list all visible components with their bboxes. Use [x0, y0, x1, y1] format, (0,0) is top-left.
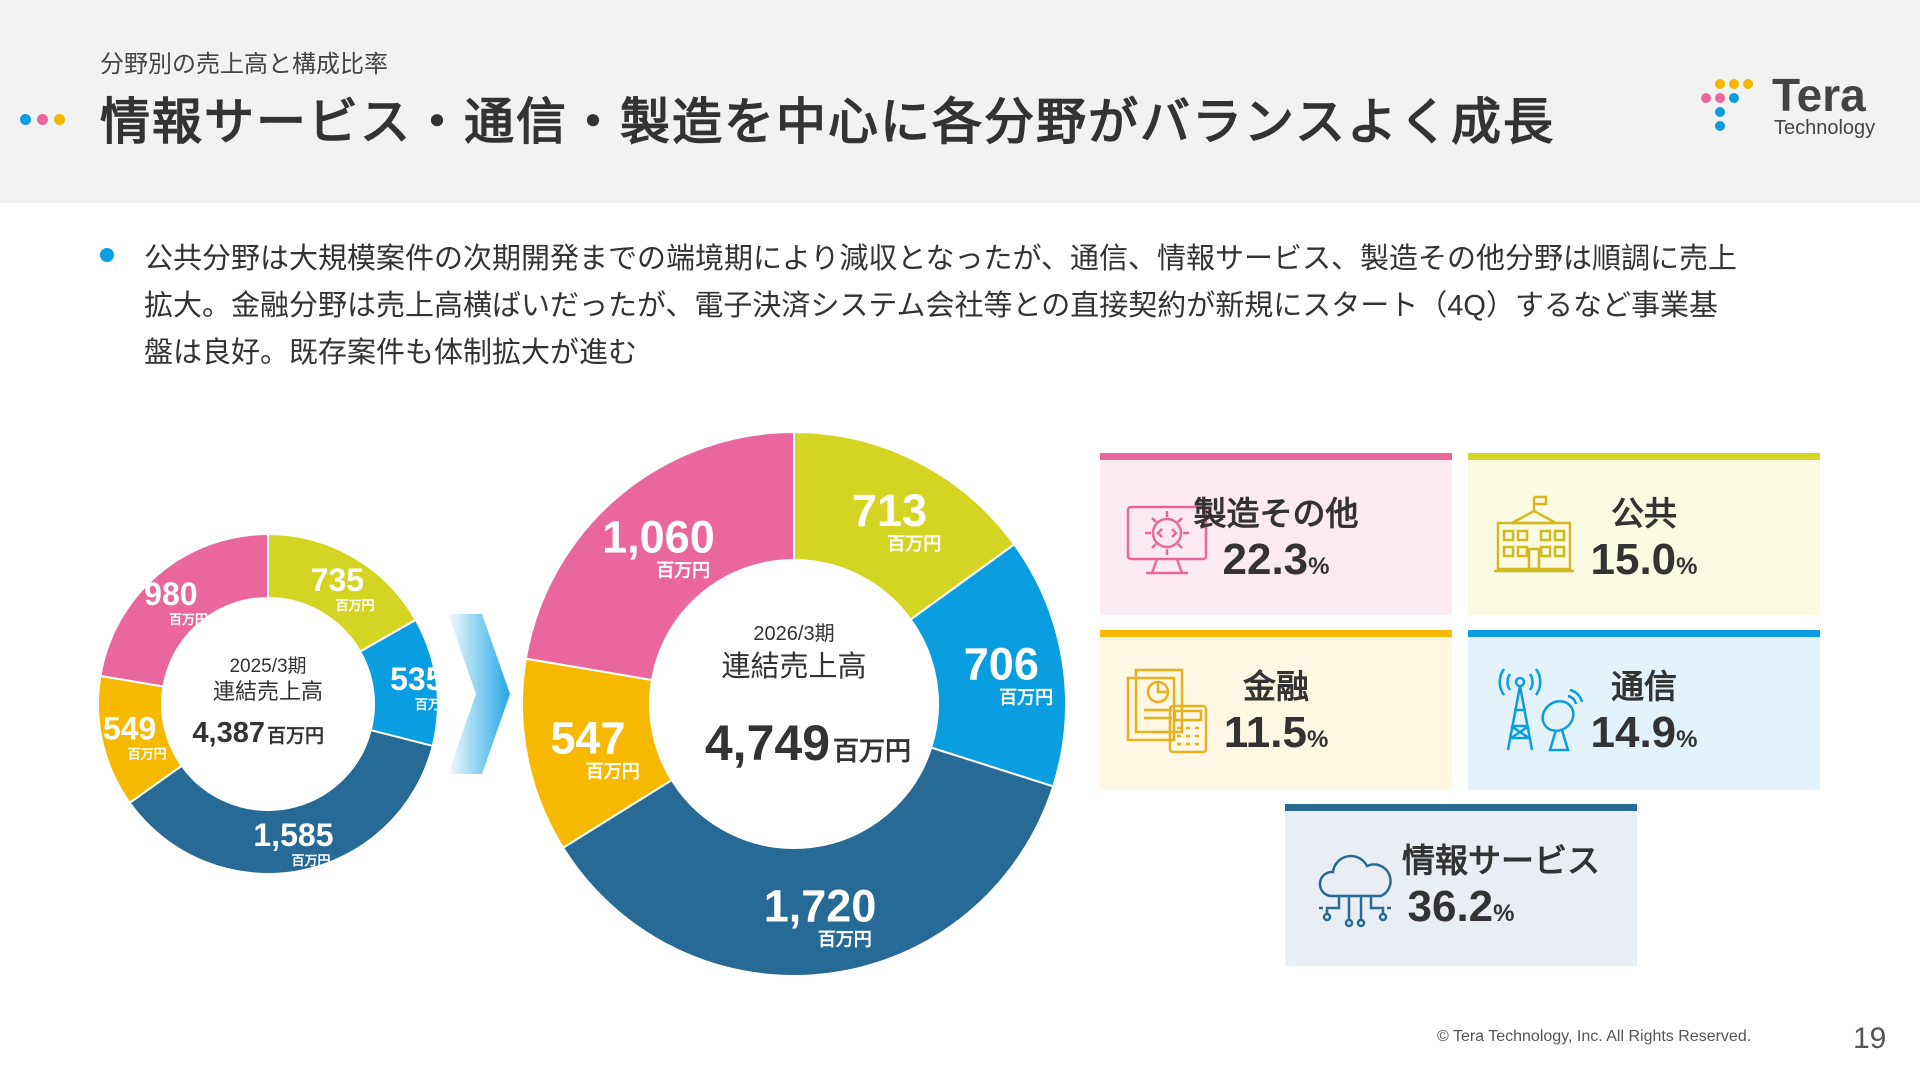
- donut-slice-public: [793, 430, 1016, 621]
- center-total-2026: 4,749: [705, 715, 830, 771]
- card-percent: 15.0%: [1528, 535, 1760, 585]
- card-accent-bar: [1100, 630, 1452, 637]
- dot-yellow: [54, 114, 65, 125]
- summary-text: 公共分野は大規模案件の次期開発までの端境期により減収となったが、通信、情報サービ…: [144, 236, 1904, 377]
- document-calculator-icon: [1126, 668, 1208, 754]
- slice-value-label: 535: [390, 661, 443, 697]
- slice-value-label: 706: [964, 639, 1039, 690]
- card-percent: 14.9%: [1528, 708, 1760, 758]
- card-percent-unit: %: [1676, 553, 1698, 580]
- donut-slice-telecom: [909, 543, 1067, 788]
- dot-blue: [20, 114, 31, 125]
- slice-unit-label: 百万円: [818, 929, 872, 949]
- header-band: 分野別の売上高と構成比率 情報サービス・通信・製造を中心に各分野がバランスよく成…: [0, 0, 1920, 203]
- donut-slice-manufacturing: [524, 430, 795, 682]
- card-percent-value: 14.9: [1590, 708, 1677, 757]
- card-percent-unit: %: [1308, 553, 1330, 580]
- center-period-2025: 2025/3期: [229, 655, 306, 677]
- card-percent-unit: %: [1306, 726, 1329, 753]
- summary-line: 公共分野は大規模案件の次期開発までの端境期により減収となったが、通信、情報サービ…: [144, 243, 1737, 275]
- center-unit-2026: 百万円: [833, 736, 911, 766]
- summary-line: 盤は良好。既存案件も体制拡大が進む: [144, 337, 638, 369]
- logo-subtext: Technology: [1774, 117, 1876, 139]
- slice-unit-label: 百万円: [128, 746, 167, 761]
- summary-line: 拡大。金融分野は売上高横ばいだったが、電子決済システム会社等との直接契約が新規に…: [144, 290, 1718, 322]
- card-percent-value: 22.3: [1222, 535, 1309, 584]
- center-label-2026: 連結売上高: [721, 650, 866, 683]
- gear-monitor-icon: [1126, 505, 1208, 575]
- slice-value-label: 1,720: [764, 880, 877, 931]
- card-public: 公共 15.0%: [1468, 453, 1820, 615]
- slice-unit-label: 百万円: [335, 598, 374, 613]
- card-finance: 金融 11.5%: [1100, 630, 1452, 790]
- slice-value-label: 549: [103, 710, 156, 746]
- page-number: 19: [1853, 1022, 1887, 1055]
- card-name: 公共: [1611, 495, 1677, 532]
- card-name: 通信: [1611, 668, 1677, 705]
- dot-pink: [37, 114, 48, 125]
- center-total-2025: 4,387: [192, 717, 265, 749]
- slice-value-label: 547: [550, 713, 625, 764]
- card-percent-unit: %: [1493, 900, 1515, 927]
- card-percent-value: 36.2: [1407, 882, 1494, 931]
- card-telecom: 通信 14.9%: [1468, 630, 1820, 790]
- slice-unit-label: 百万円: [292, 853, 331, 868]
- title-dots: [20, 114, 65, 125]
- logo-dots-icon: [1701, 79, 1753, 131]
- card-percent: 11.5%: [1160, 708, 1392, 758]
- slice-unit-label: 百万円: [999, 688, 1053, 708]
- antenna-tower-icon: [1498, 668, 1584, 752]
- section-subtitle: 分野別の売上高と構成比率: [100, 51, 388, 78]
- card-accent-bar: [1468, 453, 1820, 460]
- comparison-arrow-icon: [448, 614, 510, 774]
- card-percent: 36.2%: [1345, 882, 1577, 932]
- bullet-dot-icon: [100, 248, 114, 262]
- card-accent-bar: [1100, 453, 1452, 460]
- copyright-text: © Tera Technology, Inc. All Rights Reser…: [1437, 1028, 1752, 1045]
- card-name: 製造その他: [1193, 495, 1359, 532]
- center-label-2025: 連結売上高: [213, 679, 323, 704]
- card-name: 金融: [1243, 668, 1309, 705]
- slice-unit-label: 百万円: [415, 697, 454, 712]
- card-accent-bar: [1285, 804, 1637, 811]
- card-percent-value: 11.5: [1223, 708, 1307, 757]
- card-name: 情報サービス: [1402, 842, 1600, 879]
- logo-wordmark: Tera: [1772, 69, 1866, 121]
- card-percent-value: 15.0: [1590, 535, 1677, 584]
- donut-slice-manufacturing: [99, 532, 269, 688]
- slice-value-label: 980: [144, 576, 197, 612]
- card-info-service: 情報サービス 36.2%: [1285, 804, 1637, 966]
- center-unit-2025: 百万円: [267, 726, 324, 747]
- donut-slice-info_service: [561, 746, 1055, 977]
- slice-value-label: 1,060: [602, 512, 715, 563]
- card-accent-bar: [1468, 630, 1820, 637]
- slice-unit-label: 百万円: [887, 534, 941, 554]
- card-percent: 22.3%: [1160, 535, 1392, 585]
- slice-unit-label: 百万円: [656, 561, 710, 581]
- donut-slice-info_service: [128, 728, 434, 875]
- arrow-chevron: [448, 614, 510, 774]
- page-title: 情報サービス・通信・製造を中心に各分野がバランスよく成長: [100, 94, 1555, 150]
- company-logo: Tera Technology: [1698, 72, 1888, 144]
- cloud-network-icon: [1318, 854, 1392, 928]
- government-building-icon: [1494, 495, 1574, 573]
- slice-value-label: 713: [852, 485, 927, 536]
- card-manufacturing: 製造その他 22.3%: [1100, 453, 1452, 615]
- card-percent-unit: %: [1676, 726, 1698, 753]
- slice-unit-label: 百万円: [169, 612, 208, 627]
- center-period-2026: 2026/3期: [753, 623, 834, 645]
- slice-unit-label: 百万円: [586, 762, 640, 782]
- slice-value-label: 735: [311, 562, 364, 598]
- slice-value-label: 1,585: [253, 817, 333, 853]
